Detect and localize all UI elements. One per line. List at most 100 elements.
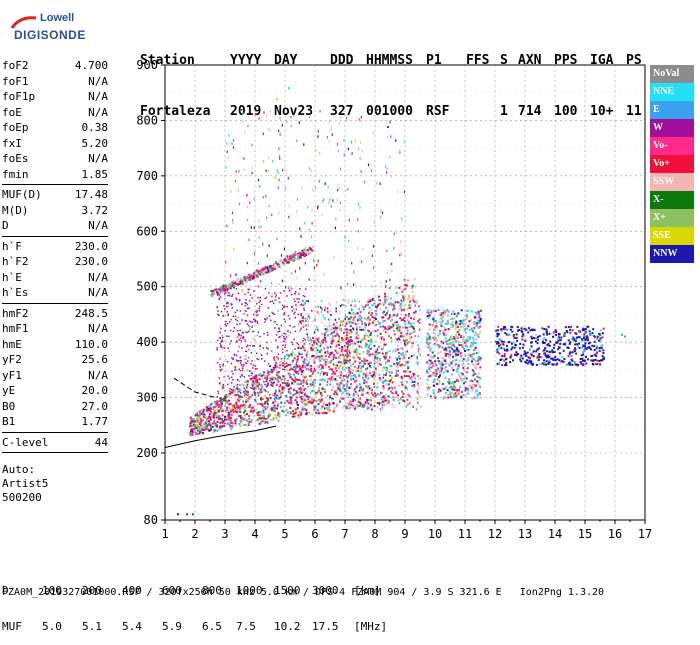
echo-point	[226, 224, 228, 228]
echo-point	[346, 359, 349, 362]
echo-point	[238, 395, 240, 398]
echo-point	[229, 329, 232, 332]
echo-point	[277, 331, 279, 333]
echo-point	[283, 360, 285, 362]
echo-point	[454, 340, 456, 343]
echo-point	[260, 280, 262, 283]
echo-point	[348, 332, 350, 335]
echo-point	[383, 345, 385, 347]
echo-point	[267, 268, 270, 271]
echo-point	[326, 361, 329, 364]
echo-point	[460, 321, 463, 324]
param-row: foF1 N/A	[2, 74, 108, 90]
echo-point	[266, 347, 268, 349]
echo-point	[380, 307, 382, 310]
echo-point	[298, 416, 301, 419]
echo-point	[192, 420, 195, 423]
echo-point	[306, 359, 308, 361]
echo-point	[261, 403, 264, 406]
echo-point	[348, 361, 351, 364]
echo-point	[225, 324, 228, 327]
echo-point	[250, 395, 253, 398]
param-label: yF1	[2, 368, 22, 382]
echo-point	[429, 347, 432, 350]
echo-point	[237, 415, 240, 418]
echo-point	[368, 318, 371, 321]
echo-point	[311, 400, 314, 403]
echo-point	[462, 323, 465, 326]
echo-point	[588, 342, 590, 345]
echo-point	[331, 133, 333, 136]
param-separator	[2, 431, 108, 433]
echo-point	[432, 384, 435, 387]
echo-point	[292, 379, 295, 382]
echo-point	[586, 325, 589, 328]
echo-point	[384, 292, 386, 295]
echo-point	[574, 343, 577, 346]
echo-point	[405, 333, 407, 336]
echo-point	[287, 354, 290, 357]
echo-point	[264, 420, 267, 423]
echo-point	[261, 416, 264, 419]
echo-point	[202, 410, 205, 413]
echo-point	[230, 382, 233, 384]
echo-point	[447, 396, 450, 399]
echo-point	[541, 327, 544, 330]
echo-point	[233, 418, 236, 421]
echo-point	[443, 348, 446, 351]
legend-item-vo: Vo+	[650, 155, 694, 173]
echo-point	[461, 344, 464, 347]
echo-point	[279, 292, 282, 294]
echo-point	[284, 257, 287, 260]
echo-point	[341, 354, 343, 356]
echo-point	[267, 348, 269, 350]
echo-point	[302, 391, 304, 394]
echo-point	[326, 359, 329, 361]
echo-point	[547, 325, 550, 328]
echo-point	[465, 341, 468, 343]
echo-point	[314, 379, 317, 381]
echo-point	[239, 404, 242, 407]
echo-point	[427, 362, 430, 365]
echo-point	[496, 362, 499, 365]
echo-point	[508, 334, 511, 337]
echo-point	[283, 261, 285, 265]
echo-point	[440, 370, 443, 373]
echo-point	[305, 382, 307, 384]
echo-point	[304, 393, 306, 396]
echo-point	[259, 345, 261, 348]
echo-point	[413, 372, 416, 375]
echo-point	[252, 272, 255, 275]
echo-point	[306, 333, 308, 336]
echo-point	[383, 355, 386, 358]
echo-point	[257, 285, 259, 288]
echo-point	[412, 326, 415, 329]
echo-point	[315, 400, 318, 403]
echo-point	[300, 388, 303, 391]
echo-point	[568, 352, 571, 355]
echo-point	[314, 356, 317, 359]
echo-point	[277, 376, 280, 379]
echo-point	[333, 402, 335, 405]
echo-point	[294, 367, 297, 370]
param-label: h`Es	[2, 286, 29, 299]
echo-point	[375, 323, 378, 326]
echo-point	[408, 341, 411, 344]
echo-point	[406, 307, 409, 310]
echo-point	[447, 310, 450, 313]
param-label: D	[2, 219, 9, 232]
echo-point	[329, 361, 332, 364]
echo-point	[359, 328, 362, 331]
echo-point	[265, 319, 267, 321]
echo-point	[360, 346, 362, 349]
echo-point	[441, 319, 444, 322]
echo-point	[398, 357, 401, 360]
echo-point	[450, 362, 453, 365]
echo-point	[259, 421, 262, 424]
echo-point	[279, 396, 281, 399]
echo-point	[398, 355, 400, 358]
echo-point	[310, 169, 312, 172]
echo-point	[373, 366, 376, 369]
echo-point	[354, 300, 356, 302]
echo-point	[245, 310, 247, 312]
